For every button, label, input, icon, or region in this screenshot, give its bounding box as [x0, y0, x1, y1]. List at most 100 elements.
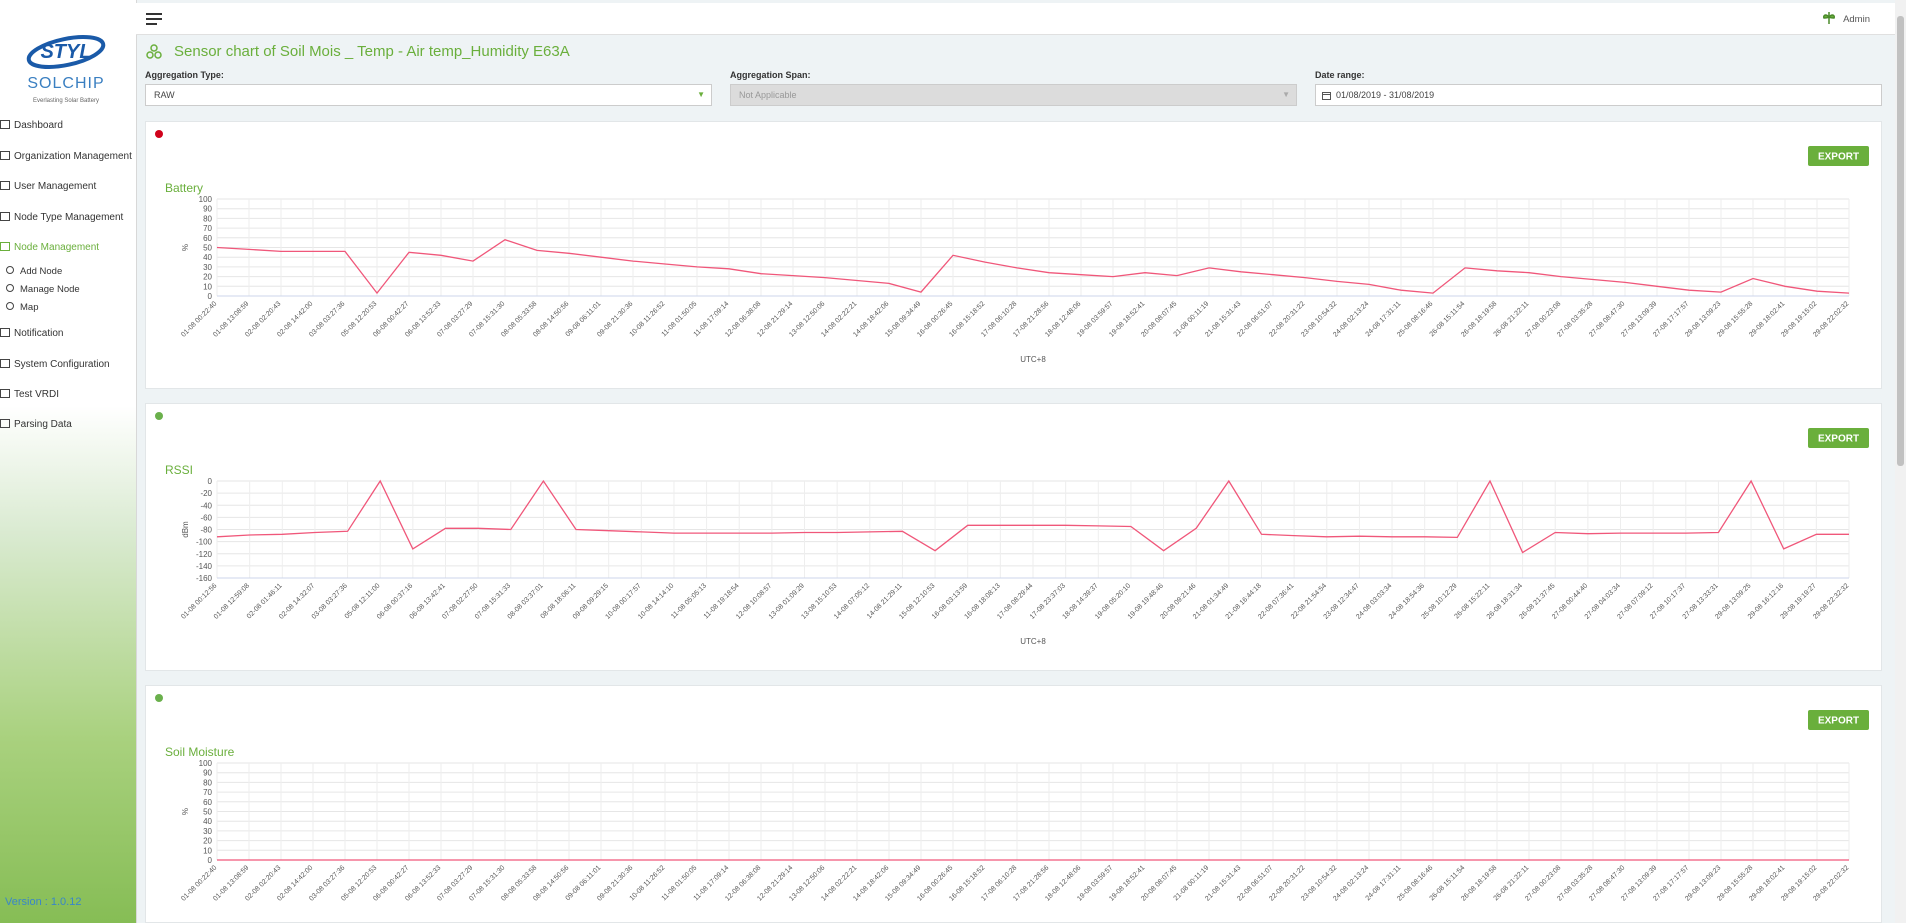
- x-tick-label: 29-08 22:02:32: [1812, 864, 1850, 902]
- chart-panel: EXPORT Battery% 0 10 20 30 40 50 60 70 80 90 100 01-0…: [145, 121, 1882, 389]
- y-tick-label: -20: [200, 489, 212, 498]
- data-line: [216, 479, 1849, 554]
- user-name[interactable]: Admin: [1843, 14, 1870, 25]
- export-label: EXPORT: [1818, 716, 1859, 727]
- y-tick-label: -60: [200, 513, 212, 522]
- y-tick-label: 0: [208, 477, 213, 486]
- status-dot: [155, 412, 163, 420]
- menu-icon: [0, 419, 10, 428]
- x-tick-label: 29-08 22:02:32: [1812, 300, 1850, 338]
- y-tick-label: 80: [203, 214, 212, 223]
- y-tick-label: 50: [203, 808, 212, 817]
- chart: EXPORT Soil Moisture% 01020304050607080901…: [155, 694, 1869, 903]
- x-tick-label: 29-08 22:32:32: [1812, 582, 1850, 620]
- menu-item[interactable]: Node Management: [0, 242, 99, 253]
- menu-item[interactable]: Node Type Management: [0, 212, 123, 223]
- scroll-thumb[interactable]: [1897, 16, 1904, 466]
- export-button[interactable]: [1808, 710, 1869, 730]
- filter-label: Aggregation Type:: [145, 70, 224, 80]
- date-input[interactable]: 01/08/2019 - 31/08/2019: [1315, 84, 1882, 106]
- y-tick-label: -160: [196, 574, 213, 583]
- caret: ▼: [1282, 90, 1290, 99]
- calendar-icon: [1322, 92, 1331, 100]
- y-axis-label: %: [181, 808, 190, 815]
- y-tick-label: -100: [196, 538, 213, 547]
- export-button[interactable]: [1808, 428, 1869, 448]
- icon-part: [1322, 92, 1331, 100]
- sidebar: STYL SOLCHIP Everlasting Solar Battery D…: [0, 0, 137, 923]
- data-line: [216, 238, 1850, 295]
- chart-panel: EXPORT Soil Moisture% 0 10 20 30 40 50 60 70 80 90 1…: [145, 685, 1882, 923]
- x-axis-label: UTC+8: [1020, 637, 1046, 646]
- icon-part: [154, 51, 162, 59]
- leaf: [1823, 12, 1835, 24]
- y-tick-label: 50: [203, 244, 212, 253]
- y-tick-label: 10: [203, 282, 212, 291]
- chart-panel: EXPORT RSSI dBm -160 -140 -120 -100 -80 -60 -40 -2…: [145, 403, 1882, 671]
- menu-item[interactable]: Dashboard: [0, 120, 63, 131]
- menu-icon: [0, 242, 10, 251]
- menu-icon: [0, 151, 10, 160]
- select: Not Applicable ▼: [730, 84, 1297, 106]
- scrollbar[interactable]: [1895, 0, 1906, 923]
- menu-icon: [0, 389, 10, 398]
- menu-item[interactable]: System Configuration: [0, 359, 110, 370]
- y-tick-label: -140: [196, 562, 213, 571]
- y-tick-label: 0: [208, 292, 213, 301]
- submenu-item[interactable]: Manage Node: [6, 284, 80, 295]
- logo-product: SOLCHIP: [27, 75, 104, 92]
- user-icon: [1823, 12, 1835, 24]
- submenu-item[interactable]: Map: [6, 302, 38, 313]
- menu-label: Test VRDI: [14, 389, 60, 400]
- version: Version : 1.0.12: [5, 896, 82, 908]
- y-tick-label: 90: [203, 205, 212, 214]
- logo-brand: STYL: [40, 41, 91, 63]
- y-tick-label: 100: [199, 195, 213, 204]
- menu-item[interactable]: Organization Management: [0, 151, 132, 162]
- toggle-bar: [146, 23, 157, 25]
- y-tick-label: 60: [203, 798, 212, 807]
- y-tick-label: 20: [203, 837, 212, 846]
- menu-icon: [0, 328, 10, 337]
- menu-item[interactable]: Parsing Data: [0, 419, 72, 430]
- page-title: Sensor chart of Soil Mois _ Temp - Air t…: [174, 43, 570, 60]
- x-axis-label: UTC+8: [1020, 355, 1046, 364]
- y-axis-label: dBm: [181, 521, 190, 538]
- menu-item[interactable]: Test VRDI: [0, 389, 59, 400]
- menu-label: Notification: [14, 328, 64, 339]
- export-label: EXPORT: [1818, 434, 1859, 445]
- menu-label: System Configuration: [14, 359, 110, 370]
- title-icon: [146, 44, 162, 59]
- menu-item[interactable]: User Management: [0, 181, 96, 192]
- menu-label: Organization Management: [14, 151, 132, 162]
- menu-label: Node Type Management: [14, 212, 124, 223]
- y-tick-label: 100: [199, 759, 213, 768]
- select-value: Not Applicable: [739, 90, 797, 100]
- y-tick-label: -80: [200, 526, 212, 535]
- y-axis-label: %: [181, 244, 190, 251]
- logo-tagline: Everlasting Solar Battery: [33, 98, 99, 104]
- submenu-item[interactable]: Add Node: [6, 266, 62, 277]
- menu-toggle[interactable]: [146, 12, 166, 26]
- export-button[interactable]: [1808, 146, 1869, 166]
- menu-label: Node Management: [14, 242, 100, 253]
- menu-item[interactable]: Notification: [0, 328, 63, 339]
- chart-title: Battery: [165, 181, 203, 195]
- menu-icon: [0, 359, 10, 368]
- chart: EXPORT RSSI dBm -160 -140 -120 -100 -80 -60 -40 -2…: [155, 412, 1869, 646]
- y-tick-label: 10: [203, 846, 212, 855]
- icon-part: [146, 51, 154, 59]
- chart-title: Soil Moisture: [165, 745, 235, 759]
- logo: STYL SOLCHIP Everlasting Solar Battery: [26, 35, 106, 104]
- menu-label: User Management: [14, 181, 97, 192]
- menu-label: Dashboard: [14, 120, 63, 131]
- y-tick-label: 70: [203, 224, 212, 233]
- y-tick-label: 30: [203, 263, 212, 272]
- status-dot: [155, 694, 163, 702]
- y-tick-label: 30: [203, 827, 212, 836]
- y-tick-label: 40: [203, 817, 212, 826]
- logo-swoosh: [26, 35, 106, 69]
- select-value: RAW: [154, 90, 175, 100]
- select[interactable]: RAW ▼: [145, 84, 712, 106]
